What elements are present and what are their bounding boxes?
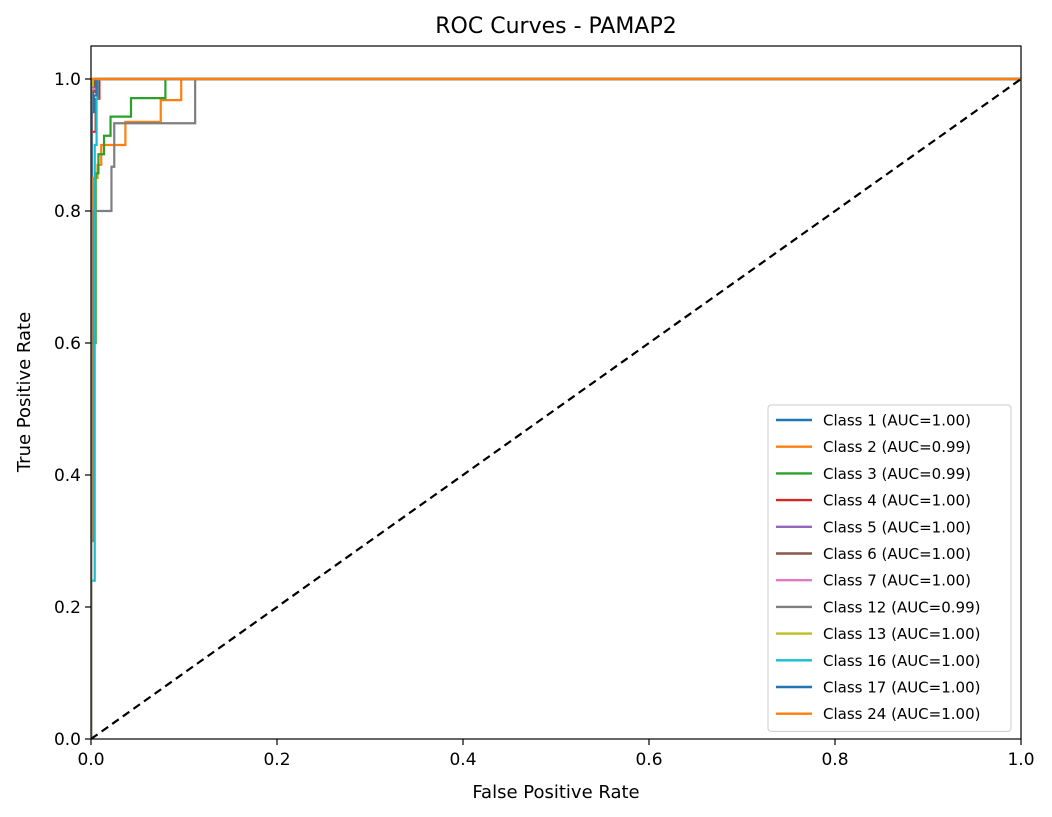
legend-entry-label: Class 12 (AUC=0.99) (823, 598, 980, 616)
x-tick-label: 0.0 (77, 750, 104, 770)
chart-title: ROC Curves - PAMAP2 (435, 14, 676, 39)
legend-entry-label: Class 2 (AUC=0.99) (823, 438, 971, 456)
roc-curve-series-8 (91, 77, 1021, 739)
legend-box (767, 404, 1012, 732)
x-axis: 0.0 0.2 0.4 0.6 0.8 1.0 (77, 739, 1035, 770)
chance-diagonal-line (91, 78, 1021, 739)
legend-entry-label: Class 6 (AUC=1.00) (823, 545, 971, 563)
legend-entry-label: Class 24 (AUC=1.00) (823, 705, 980, 723)
legend-entry-label: Class 5 (AUC=1.00) (823, 518, 971, 536)
legend-entry-label: Class 7 (AUC=1.00) (823, 572, 971, 590)
y-tick-label: 0.0 (54, 730, 81, 750)
plot-area (91, 77, 1021, 739)
x-tick-label: 0.2 (263, 750, 290, 770)
x-axis-label: False Positive Rate (472, 782, 639, 803)
x-tick-label: 1.0 (1007, 750, 1034, 770)
legend-entry-label: Class 3 (AUC=0.99) (823, 465, 971, 483)
legend-entry-label: Class 17 (AUC=1.00) (823, 679, 980, 697)
roc-curve-series-12 (91, 77, 1021, 739)
y-axis-label: True Positive Rate (14, 312, 35, 473)
x-tick-label: 0.6 (635, 750, 662, 770)
plot-frame (90, 45, 1022, 740)
y-tick-label: 1.0 (54, 70, 81, 90)
y-tick-label: 0.8 (54, 202, 81, 222)
y-axis: 0.0 0.2 0.4 0.6 0.8 1.0 (54, 70, 91, 750)
legend-entry-label: Class 4 (AUC=1.00) (823, 492, 971, 510)
y-tick-label: 0.2 (54, 598, 81, 618)
x-tick-label: 0.4 (449, 750, 476, 770)
legend-entry-label: Class 13 (AUC=1.00) (823, 625, 980, 643)
legend-entry-label: Class 16 (AUC=1.00) (823, 652, 980, 670)
legend: Class 1 (AUC=1.00) Class 2 (AUC=0.99) Clas… (767, 404, 1012, 732)
y-tick-label: 0.6 (54, 334, 81, 354)
x-tick-label: 0.8 (821, 750, 848, 770)
legend-entry-label: Class 1 (AUC=1.00) (823, 412, 971, 430)
y-tick-label: 0.4 (54, 466, 81, 486)
